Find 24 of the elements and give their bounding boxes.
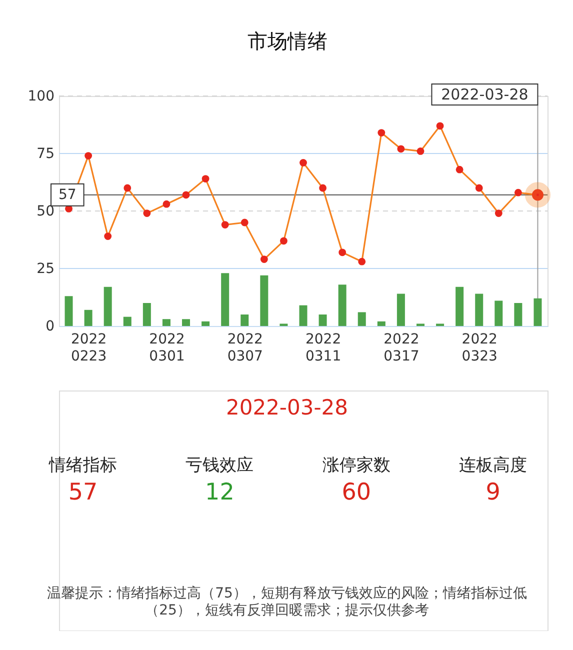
x-tick-label: 2022 0311 [305,332,342,364]
x-tick-label: 2022 0223 [70,332,107,364]
x-tick-label: 2022 0323 [462,332,498,364]
data-label: 60 [342,480,372,506]
x-tick-label: 2022 0307 [227,332,263,364]
x-tick-label: 2022 0317 [384,332,420,364]
y-tick-label: 25 [36,261,54,277]
category-label: 亏钱效应 [186,456,254,476]
category-label: 涨停家数 [322,456,390,476]
data-label: 57 [68,480,98,506]
text: 2022-03-28 [441,86,528,104]
ref-line-label: 57 [58,186,76,203]
chart-title: 市场情绪 [247,28,328,53]
data-label: 9 [486,480,500,506]
y-tick-label: 100 [28,88,54,104]
y-tick-label: 75 [36,146,54,162]
y-tick-label: 0 [46,318,54,334]
category-label: 情绪指标 [48,456,117,476]
x-tick-label: 2022 0301 [149,332,185,364]
category-label: 连板高度 [459,456,528,476]
text: 温馨提示：情绪指标过高（75），短期有释放亏钱效应的风险；情绪指标过低（25），短线有反弹回暖需求；提示仅供参考 [47,586,527,618]
y-tick-label: 50 [36,204,54,220]
data-label: 12 [205,480,234,506]
text: 2022-03-28 [226,396,348,420]
